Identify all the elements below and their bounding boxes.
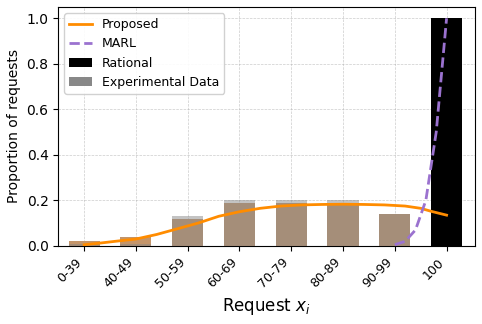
Bar: [327, 200, 359, 246]
Bar: [172, 216, 203, 246]
X-axis label: Request $x_i$: Request $x_i$: [222, 296, 311, 317]
Legend: Proposed, MARL, Rational, Experimental Data: Proposed, MARL, Rational, Experimental D…: [65, 13, 224, 94]
Bar: [431, 214, 462, 246]
Bar: [379, 214, 410, 246]
Y-axis label: Proportion of requests: Proportion of requests: [7, 49, 21, 203]
Bar: [379, 214, 410, 246]
Bar: [120, 237, 151, 246]
Bar: [276, 200, 307, 246]
Bar: [120, 244, 151, 246]
Bar: [431, 18, 462, 246]
Bar: [431, 216, 462, 246]
Bar: [224, 200, 255, 246]
Bar: [68, 241, 100, 246]
Bar: [68, 244, 100, 246]
Bar: [276, 202, 307, 246]
Bar: [172, 219, 203, 246]
Bar: [327, 202, 359, 246]
Bar: [224, 202, 255, 246]
